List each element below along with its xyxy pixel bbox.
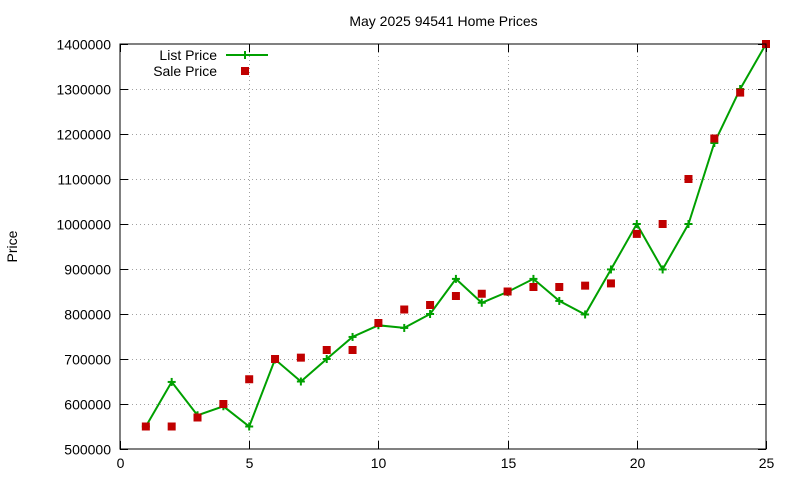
y-tick-label: 900000 xyxy=(64,262,111,278)
list-price-line xyxy=(144,43,767,429)
sale-price-point xyxy=(348,346,357,354)
y-tick-label: 1200000 xyxy=(56,127,111,143)
series-sale-price xyxy=(141,40,770,431)
list-price-point xyxy=(426,310,435,318)
y-tick-label: 700000 xyxy=(64,352,111,368)
legend-label: List Price xyxy=(159,47,217,63)
y-tick-label: 1000000 xyxy=(56,217,111,233)
series-layer xyxy=(141,40,770,431)
sale-price-point xyxy=(451,292,460,300)
x-tick-label: 5 xyxy=(246,455,254,471)
list-price-point xyxy=(400,323,409,332)
x-tick-label: 25 xyxy=(759,455,775,471)
sale-price-point xyxy=(193,413,202,422)
legend-label: Sale Price xyxy=(153,63,217,79)
list-price-point xyxy=(581,310,590,319)
list-price-point xyxy=(296,377,305,386)
y-tick-label: 500000 xyxy=(64,442,111,458)
plot-frame xyxy=(119,43,767,450)
x-tick-label: 20 xyxy=(630,455,646,471)
sale-price-point xyxy=(477,289,486,298)
sale-price-point xyxy=(581,281,590,290)
list-price-point xyxy=(167,377,176,386)
list-price-point xyxy=(632,220,641,228)
list-price-point xyxy=(348,332,357,341)
grid xyxy=(120,44,766,449)
legend-plus-marker xyxy=(241,51,249,59)
sale-price-point xyxy=(245,375,254,384)
x-tick-label: 15 xyxy=(501,455,517,471)
sale-price-point xyxy=(400,305,409,314)
sale-price-point xyxy=(271,355,280,363)
list-price-point xyxy=(529,274,538,283)
sale-price-point xyxy=(632,229,641,238)
x-tick-label: 0 xyxy=(117,455,125,471)
sale-price-point xyxy=(606,279,615,288)
chart-title: May 2025 94541 Home Prices xyxy=(349,13,537,29)
sale-price-point xyxy=(296,353,305,362)
list-price-point xyxy=(658,265,667,274)
series-list-price xyxy=(141,40,770,431)
list-price-point xyxy=(606,265,615,274)
list-price-point xyxy=(451,274,460,283)
axis-ticks: 0 5 10 15 20 25 500000 600000 700000 800000 900000… xyxy=(56,37,774,472)
sale-price-point xyxy=(658,220,667,228)
list-price-point xyxy=(245,422,254,431)
y-tick-label: 1400000 xyxy=(56,37,111,53)
sale-price-point xyxy=(736,88,745,97)
x-tick-label: 10 xyxy=(371,455,387,471)
sale-price-point xyxy=(529,283,538,291)
y-tick-label: 600000 xyxy=(64,397,111,413)
list-price-point xyxy=(477,298,486,307)
y-tick-label: 800000 xyxy=(64,307,111,323)
sale-price-point xyxy=(503,287,512,296)
sale-price-point xyxy=(710,134,719,143)
sale-price-point xyxy=(684,175,693,183)
y-axis-label: Price xyxy=(4,230,20,262)
sale-price-point xyxy=(374,319,383,327)
sale-price-point xyxy=(167,422,176,431)
sale-price-point xyxy=(426,301,435,309)
sale-price-point xyxy=(322,346,331,354)
list-price-point xyxy=(322,355,331,363)
y-tick-label: 1300000 xyxy=(56,82,111,98)
legend-square-marker xyxy=(241,67,249,75)
sale-price-point xyxy=(141,422,150,431)
sale-price-point xyxy=(219,400,228,408)
list-price-point xyxy=(555,296,564,305)
list-price-point xyxy=(684,220,693,228)
y-tick-label: 1100000 xyxy=(58,172,112,188)
sale-price-point xyxy=(555,283,564,291)
